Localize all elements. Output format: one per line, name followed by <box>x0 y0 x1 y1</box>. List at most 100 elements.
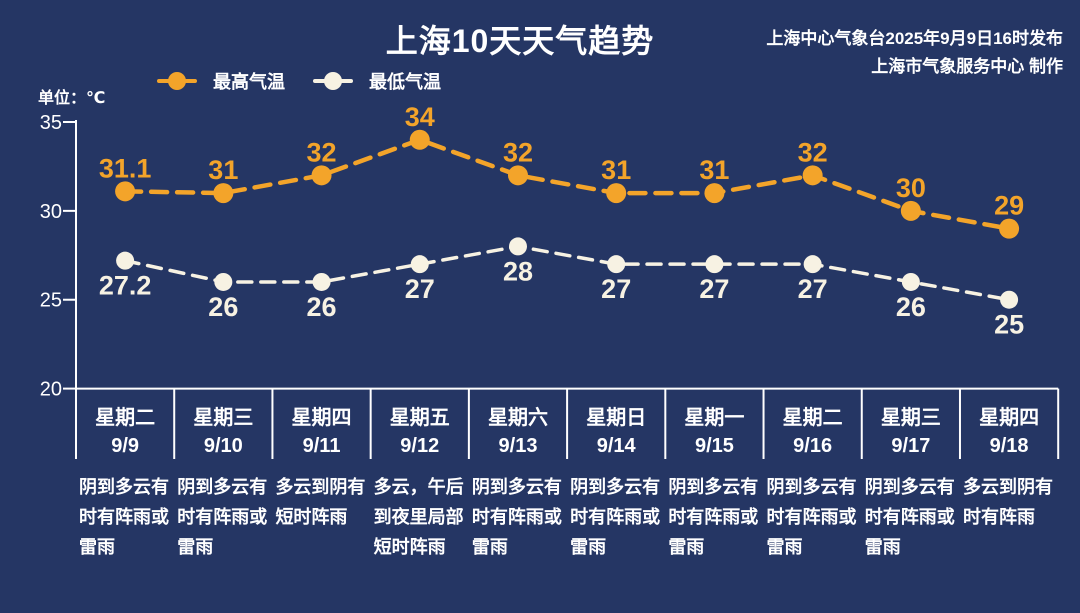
day-column: 星期一 9/15 阴到多云有时有阵雨或雷雨 <box>665 389 763 613</box>
day-weather: 阴到多云有时有阵雨或雷雨 <box>864 477 955 557</box>
legend-label-min: 最低气温 <box>369 72 441 92</box>
max-temp-label: 29 <box>994 191 1024 221</box>
day-column: 星期五 9/12 多云，午后到夜里局部短时阵雨 <box>371 389 469 613</box>
min-temp-point <box>116 251 135 270</box>
day-weekday: 星期五 <box>389 407 450 429</box>
min-temp-label: 26 <box>208 292 238 322</box>
min-temp-legend-marker-icon <box>313 71 353 91</box>
min-temp-point <box>312 272 331 291</box>
day-date: 9/16 <box>793 435 833 457</box>
publisher-line-1: 上海中心气象台2025年9月9日16时发布 <box>766 29 1063 48</box>
min-temp-label: 27 <box>601 274 631 304</box>
max-temp-point <box>606 183 627 204</box>
day-weekday: 星期三 <box>880 407 941 429</box>
day-weather: 多云到阴有短时阵雨 <box>275 477 366 527</box>
min-temp-point <box>901 272 920 291</box>
min-temp-line <box>123 244 1011 302</box>
y-tick-label: 25 <box>40 290 62 312</box>
day-weather: 阴到多云有时有阵雨或雷雨 <box>668 477 759 557</box>
day-date: 9/14 <box>596 435 636 457</box>
min-temp-label: 27 <box>699 274 729 304</box>
max-temp-label: 31.1 <box>99 153 152 183</box>
max-temp-point <box>213 183 234 204</box>
max-temp-point <box>507 165 528 186</box>
day-date: 9/13 <box>498 435 538 457</box>
y-tick-label: 35 <box>40 112 62 134</box>
day-column: 星期二 9/16 阴到多云有时有阵雨或雷雨 <box>764 389 862 613</box>
max-temp-point <box>115 181 136 202</box>
day-date: 9/10 <box>203 435 243 457</box>
day-weather: 阴到多云有时有阵雨或雷雨 <box>766 477 857 557</box>
max-temp-point <box>704 183 725 204</box>
max-temp-label: 32 <box>307 137 337 167</box>
max-temp-point <box>311 165 332 186</box>
publisher-line-2: 上海市气象服务中心 制作 <box>871 57 1063 76</box>
day-date: 9/12 <box>400 435 440 457</box>
day-weekday: 星期二 <box>782 407 843 429</box>
day-weekday: 星期三 <box>193 407 254 429</box>
min-temp-point <box>1000 290 1019 309</box>
day-weather: 阴到多云有时有阵雨或雷雨 <box>570 477 661 557</box>
max-temp-label: 31 <box>699 155 729 185</box>
days-row: 星期二 9/9 阴到多云有时有阵雨或雷雨 星期三 9/10 阴到多云有时有阵雨或雷雨 星期四… <box>0 389 1080 613</box>
min-temp-label: 26 <box>896 292 926 322</box>
max-temp-label: 30 <box>896 173 926 203</box>
day-column: 星期日 9/14 阴到多云有时有阵雨或雷雨 <box>567 389 665 613</box>
legend-item-max: 最高气温 <box>157 68 285 94</box>
day-weekday: 星期六 <box>487 407 548 429</box>
day-column: 星期四 9/11 多云到阴有短时阵雨 <box>272 389 370 613</box>
y-tick-label: 20 <box>40 379 62 401</box>
day-column: 星期二 9/9 阴到多云有时有阵雨或雷雨 <box>76 389 174 613</box>
day-date: 9/15 <box>694 435 734 457</box>
day-weekday: 星期四 <box>291 407 352 429</box>
day-date: 9/9 <box>111 435 140 457</box>
max-temp-point <box>802 165 823 186</box>
min-temp-point <box>508 237 527 256</box>
day-column: 星期四 9/18 多云到阴有时有阵雨 <box>960 389 1058 613</box>
max-temp-label: 32 <box>503 137 533 167</box>
min-temp-point <box>705 255 724 274</box>
min-temp-label: 27.2 <box>99 271 152 301</box>
day-weekday: 星期二 <box>95 407 156 429</box>
legend-label-max: 最高气温 <box>213 72 285 92</box>
unit-label: 单位：℃ <box>38 90 106 107</box>
day-weather: 多云，午后到夜里局部短时阵雨 <box>373 477 464 557</box>
max-temp-legend-marker-icon <box>157 71 197 91</box>
min-temp-point <box>410 255 429 274</box>
legend-dot-min <box>324 72 342 90</box>
max-temp-point <box>900 200 921 221</box>
max-temp-label: 32 <box>798 137 828 167</box>
min-temp-point <box>214 272 233 291</box>
max-temp-label: 31 <box>208 155 238 185</box>
day-column: 星期三 9/10 阴到多云有时有阵雨或雷雨 <box>174 389 272 613</box>
page-title: 上海10天天气趋势 <box>385 23 655 59</box>
y-tick-label: 30 <box>40 201 62 223</box>
publisher-info: 上海中心气象台2025年9月9日16时发布 上海市气象服务中心 制作 <box>766 25 1063 81</box>
max-temp-line <box>122 137 1012 231</box>
max-temp-point <box>999 218 1020 239</box>
day-weekday: 星期日 <box>586 407 647 429</box>
chart-legend: 最高气温 最低气温 <box>157 70 441 92</box>
day-weekday: 星期一 <box>684 407 745 429</box>
min-temp-point <box>607 255 626 274</box>
day-column: 星期六 9/13 阴到多云有时有阵雨或雷雨 <box>469 389 567 613</box>
day-date: 9/17 <box>891 435 931 457</box>
day-weather: 阴到多云有时有阵雨或雷雨 <box>177 477 268 557</box>
day-weather: 多云到阴有时有阵雨 <box>962 477 1053 527</box>
min-temp-point <box>803 255 822 274</box>
min-temp-label: 25 <box>994 310 1024 340</box>
legend-item-min: 最低气温 <box>313 68 441 94</box>
day-weather: 阴到多云有时有阵雨或雷雨 <box>471 477 562 557</box>
day-weather: 阴到多云有时有阵雨或雷雨 <box>79 477 169 557</box>
day-date: 9/11 <box>302 435 341 457</box>
min-temp-label: 27 <box>798 274 828 304</box>
day-column: 星期三 9/17 阴到多云有时有阵雨或雷雨 <box>862 389 960 613</box>
max-temp-label: 31 <box>601 155 631 185</box>
max-temp-label: 34 <box>405 102 435 132</box>
day-date: 9/18 <box>989 435 1029 457</box>
day-weekday: 星期四 <box>979 407 1040 429</box>
min-temp-label: 26 <box>307 292 337 322</box>
max-temp-point <box>409 129 430 150</box>
